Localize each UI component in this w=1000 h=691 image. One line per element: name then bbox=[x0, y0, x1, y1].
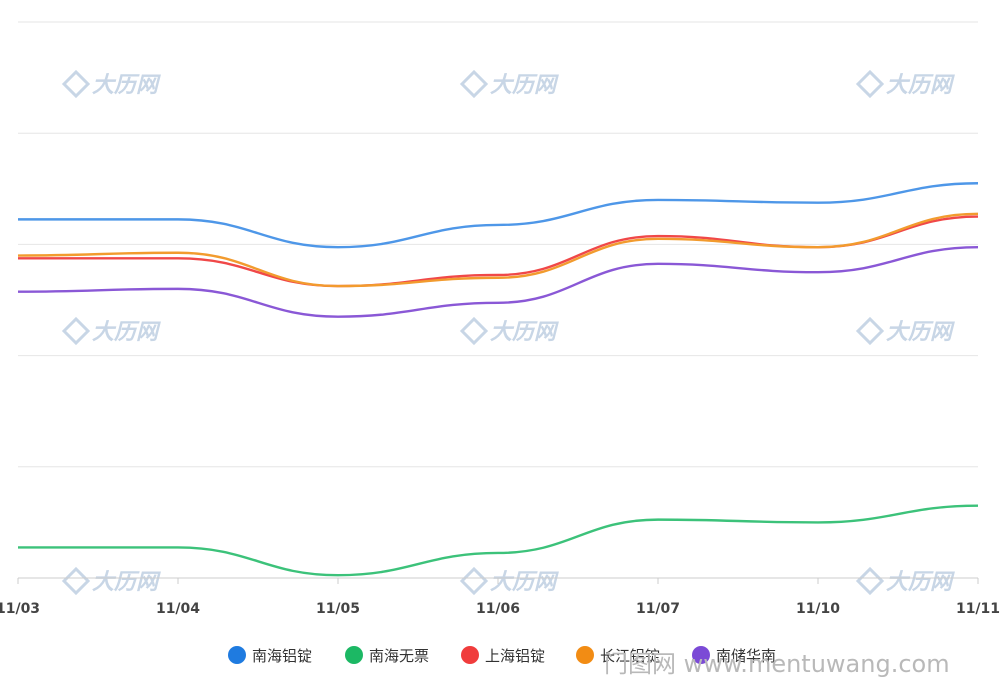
logo-watermark-icon bbox=[855, 69, 885, 99]
logo-watermark: 大历网 bbox=[459, 316, 559, 346]
logo-watermark-text: 大历网 bbox=[886, 570, 955, 595]
x-tick-label: 11/06 bbox=[476, 601, 520, 617]
series-lines bbox=[17, 182, 979, 577]
logo-watermark: 大历网 bbox=[855, 316, 955, 346]
logo-watermark-text: 大历网 bbox=[92, 73, 161, 98]
site-watermark: 门图网 www.mentuwang.com bbox=[604, 650, 950, 678]
logo-watermark: 大历网 bbox=[61, 316, 161, 346]
legend-marker bbox=[461, 646, 479, 664]
series-line bbox=[17, 245, 979, 318]
x-tick-label: 11/04 bbox=[156, 601, 200, 617]
logo-watermark-text: 大历网 bbox=[490, 320, 559, 345]
x-tick-label: 11/07 bbox=[636, 601, 680, 617]
legend-label: 长江铝锭 bbox=[600, 647, 660, 665]
x-tick-label: 11/11 bbox=[956, 601, 1000, 617]
logo-watermark-text: 大历网 bbox=[92, 320, 161, 345]
legend-marker bbox=[576, 646, 594, 664]
logo-watermark-text: 大历网 bbox=[886, 320, 955, 345]
logo-watermark-icon bbox=[459, 566, 489, 596]
logo-watermark-text: 大历网 bbox=[92, 570, 161, 595]
series-line bbox=[17, 212, 979, 288]
legend-marker bbox=[692, 646, 710, 664]
legend-item: 长江铝锭 bbox=[576, 646, 660, 665]
legend-item: 南海无票 bbox=[345, 646, 429, 665]
legend-label: 上海铝锭 bbox=[485, 647, 545, 665]
legend-marker bbox=[228, 646, 246, 664]
series-line bbox=[18, 215, 979, 288]
x-tick-label: 11/10 bbox=[796, 601, 840, 617]
logo-watermark-text: 大历网 bbox=[490, 570, 559, 595]
logo-watermark: 大历网 bbox=[61, 566, 161, 596]
logo-watermark: 大历网 bbox=[459, 69, 559, 99]
x-tick-label: 11/03 bbox=[0, 601, 40, 617]
series-line bbox=[18, 182, 979, 249]
logo-watermark-icon bbox=[855, 316, 885, 346]
logo-watermark-icon bbox=[61, 316, 91, 346]
logo-watermark: 大历网 bbox=[459, 566, 559, 596]
logo-watermark-text: 大历网 bbox=[886, 73, 955, 98]
legend-item: 南海铝锭 bbox=[228, 646, 312, 665]
x-axis: 11/03 11/04 11/05 11/06 11/07 11/10 11/11 bbox=[0, 577, 1000, 617]
x-tick-label: 11/05 bbox=[316, 601, 360, 617]
logo-watermark-icon bbox=[855, 566, 885, 596]
grid-lines bbox=[18, 21, 978, 468]
logo-watermark: 大历网 bbox=[855, 69, 955, 99]
legend-item: 上海铝锭 bbox=[461, 646, 545, 665]
logo-watermark-icon bbox=[459, 316, 489, 346]
logo-watermark: 大历网 bbox=[855, 566, 955, 596]
logo-watermark-icon bbox=[459, 69, 489, 99]
logo-watermark-icon bbox=[61, 69, 91, 99]
logo-watermark: 大历网 bbox=[61, 69, 161, 99]
legend-label: 南海无票 bbox=[369, 647, 429, 665]
legend-marker bbox=[345, 646, 363, 664]
logo-watermark-text: 大历网 bbox=[490, 73, 559, 98]
legend-label: 南储华南 bbox=[716, 647, 776, 665]
series-line bbox=[18, 504, 979, 577]
logo-watermark-icon bbox=[61, 566, 91, 596]
legend-item: 南储华南 bbox=[692, 646, 776, 665]
legend-label: 南海铝锭 bbox=[252, 647, 312, 665]
legend: 南海铝锭 南海无票 上海铝锭 长江铝锭 南储华南 bbox=[228, 646, 776, 665]
